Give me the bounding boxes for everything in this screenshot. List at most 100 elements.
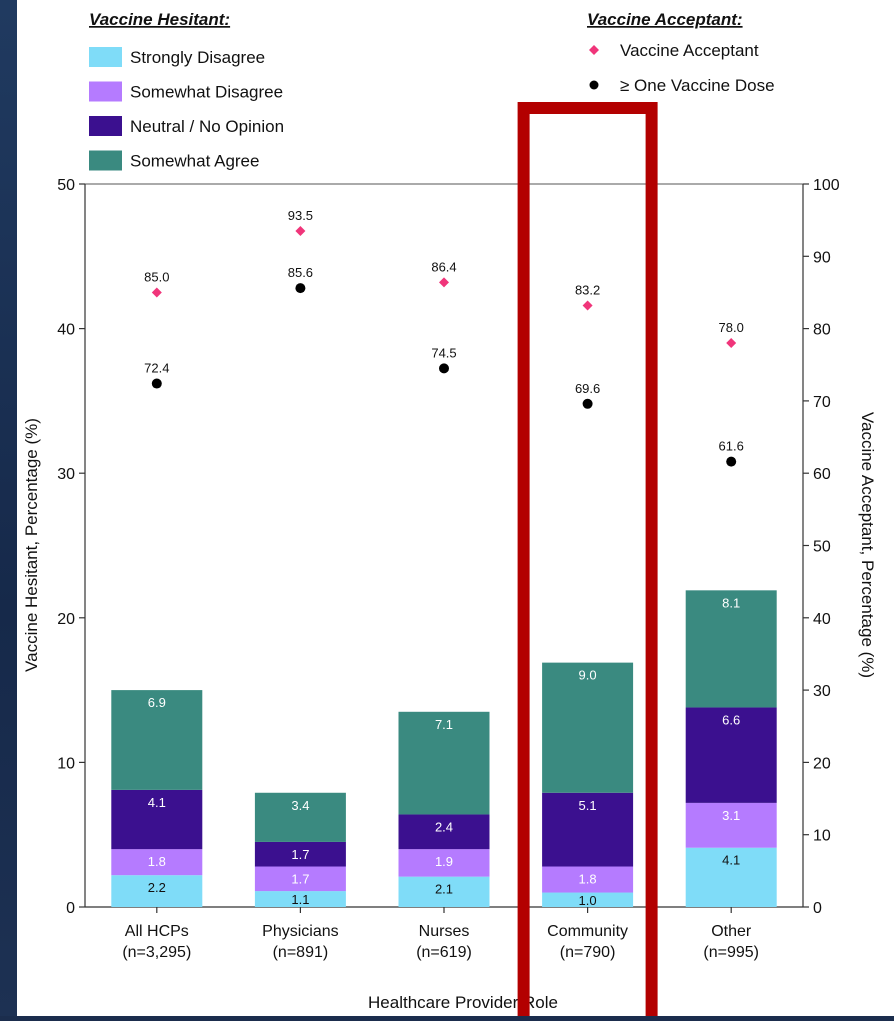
x-category-count-community: (n=790)	[560, 944, 616, 961]
y-axis-title-right: Vaccine Acceptant, Percentage (%)	[858, 412, 877, 678]
bar-label-nurses-strongly-disagree: 2.1	[435, 882, 453, 897]
y-tick-label-right: 10	[813, 828, 831, 845]
bar-all-hcps-neutral-no-opinion	[111, 789, 203, 850]
x-category-community: Community	[547, 923, 628, 940]
legend-swatch-somewhat-disagree	[89, 81, 122, 102]
bar-other-somewhat-disagree	[685, 802, 777, 848]
x-category-count-physicians: (n=891)	[273, 944, 329, 961]
y-tick-label-right: 70	[813, 394, 831, 411]
x-category-other: Other	[711, 923, 752, 940]
legend-label-somewhat-disagree: Somewhat Disagree	[130, 83, 283, 102]
x-category-physicians: Physicians	[262, 923, 338, 940]
y-tick-label-left: 20	[57, 611, 75, 628]
point-label-vaccine-acceptant-nurses: 86.4	[431, 259, 456, 274]
bar-physicians-somewhat-disagree	[254, 866, 346, 892]
point-label-one-vaccine-dose-nurses: 74.5	[431, 345, 456, 360]
point-one-vaccine-dose-nurses	[439, 363, 449, 374]
bar-label-physicians-neutral-no-opinion: 1.7	[291, 847, 309, 862]
bar-all-hcps-somewhat-agree	[111, 690, 203, 790]
legend-label-strongly-disagree: Strongly Disagree	[130, 48, 265, 67]
x-category-count-nurses: (n=619)	[416, 944, 472, 961]
bar-label-physicians-strongly-disagree: 1.1	[291, 892, 309, 907]
point-vaccine-acceptant-physicians	[295, 225, 306, 236]
bar-label-community-neutral-no-opinion: 5.1	[579, 798, 597, 813]
bar-label-nurses-somewhat-disagree: 1.9	[435, 854, 453, 869]
legend-label-one-vaccine-dose: ≥ One Vaccine Dose	[620, 76, 775, 95]
bar-label-other-neutral-no-opinion: 6.6	[722, 712, 740, 727]
bar-label-other-somewhat-agree: 8.1	[722, 595, 740, 610]
bar-label-other-somewhat-disagree: 3.1	[722, 808, 740, 823]
bar-nurses-somewhat-disagree	[398, 849, 490, 877]
bar-all-hcps-somewhat-disagree	[111, 849, 203, 876]
bar-label-community-strongly-disagree: 1.0	[579, 893, 597, 908]
y-tick-label-left: 50	[57, 177, 75, 194]
y-axis-title-left: Vaccine Hesitant, Percentage (%)	[22, 418, 41, 672]
bar-label-all-hcps-somewhat-disagree: 1.8	[148, 854, 166, 869]
bar-label-physicians-somewhat-agree: 3.4	[291, 798, 309, 813]
bar-community-somewhat-disagree	[542, 866, 634, 893]
point-one-vaccine-dose-physicians	[295, 283, 306, 294]
bar-physicians-neutral-no-opinion	[254, 841, 346, 867]
bar-community-strongly-disagree	[542, 892, 634, 907]
legend-swatch-somewhat-agree	[89, 150, 122, 171]
x-category-labels: All HCPs (n=3,295) Physicians (n=891) Nurses…	[122, 923, 759, 961]
point-label-one-vaccine-dose-physicians: 85.6	[288, 265, 313, 280]
y-tick-label-left: 40	[57, 322, 75, 339]
bar-physicians-somewhat-agree	[254, 792, 346, 842]
point-label-one-vaccine-dose-all-hcps: 72.4	[144, 361, 169, 376]
x-axis-title: Healthcare Provider Role	[368, 993, 558, 1012]
legend-swatch-neutral-no-opinion	[89, 116, 122, 136]
legend-hesitant-title: Vaccine Hesitant:	[89, 10, 230, 29]
y-tick-label-right: 30	[813, 683, 831, 700]
bar-label-nurses-neutral-no-opinion: 2.4	[435, 819, 453, 834]
bar-community-somewhat-agree	[542, 662, 634, 793]
bar-physicians-strongly-disagree	[254, 891, 346, 907]
y-tick-label-left: 10	[57, 755, 75, 772]
bar-label-community-somewhat-disagree: 1.8	[579, 872, 597, 887]
bar-nurses-strongly-disagree	[398, 876, 490, 907]
bar-label-community-somewhat-agree: 9.0	[579, 668, 597, 683]
highlight-box-community	[517, 102, 658, 1021]
y-tick-label-left: 30	[57, 466, 75, 483]
point-vaccine-acceptant-all-hcps	[151, 287, 162, 298]
chart-panel: Vaccine Hesitant: Strongly Disagree Somew…	[17, 0, 894, 1021]
bar-label-all-hcps-somewhat-agree: 6.9	[148, 695, 166, 710]
legend-label-somewhat-agree: Somewhat Agree	[130, 152, 259, 171]
bar-all-hcps-strongly-disagree	[111, 875, 203, 907]
bar-label-all-hcps-neutral-no-opinion: 4.1	[148, 795, 166, 810]
bar-nurses-somewhat-agree	[398, 711, 490, 815]
bar-nurses-neutral-no-opinion	[398, 814, 490, 850]
y-tick-label-right: 60	[813, 466, 831, 483]
x-category-count-all-hcps: (n=3,295)	[122, 944, 191, 961]
legend-marker-one-vaccine-dose	[589, 80, 599, 90]
bar-label-physicians-somewhat-disagree: 1.7	[291, 872, 309, 887]
point-label-vaccine-acceptant-physicians: 93.5	[288, 208, 313, 223]
stacked-bar-chart: Vaccine Hesitant: Strongly Disagree Somew…	[22, 10, 877, 1021]
y-tick-label-right: 0	[813, 900, 822, 917]
point-vaccine-acceptant-community	[582, 300, 593, 311]
x-category-nurses: Nurses	[419, 923, 470, 940]
point-one-vaccine-dose-other	[726, 456, 737, 467]
point-vaccine-acceptant-other	[726, 338, 737, 349]
legend-hesitant: Strongly Disagree Somewhat Disagree Neutra…	[89, 47, 284, 171]
y-tick-label-right: 80	[813, 322, 831, 339]
legend-swatch-strongly-disagree	[89, 47, 122, 67]
point-label-one-vaccine-dose-community: 69.6	[575, 381, 600, 396]
point-label-one-vaccine-dose-other: 61.6	[719, 439, 744, 454]
x-category-all-hcps: All HCPs	[125, 923, 189, 940]
y-tick-label-right: 40	[813, 611, 831, 628]
point-label-vaccine-acceptant-all-hcps: 85.0	[144, 269, 169, 284]
point-one-vaccine-dose-all-hcps	[151, 378, 162, 389]
y-tick-label-right: 90	[813, 249, 831, 266]
bar-other-strongly-disagree	[685, 847, 777, 907]
y-tick-label-left: 0	[66, 900, 75, 917]
y-tick-label-right: 100	[813, 177, 840, 194]
bars: 2.2 1.8 4.1 6.9 1.1 1.7 1.7 3.4 2.1 1.9 2.4 7.1 1.0 1…	[111, 590, 777, 908]
bar-community-neutral-no-opinion	[542, 792, 634, 867]
y-tick-label-right: 20	[813, 755, 831, 772]
bar-other-somewhat-agree	[685, 590, 777, 708]
y-tick-label-right: 50	[813, 539, 831, 556]
point-label-vaccine-acceptant-community: 83.2	[575, 282, 600, 297]
bar-other-neutral-no-opinion	[685, 707, 777, 803]
bar-label-all-hcps-strongly-disagree: 2.2	[148, 880, 166, 895]
